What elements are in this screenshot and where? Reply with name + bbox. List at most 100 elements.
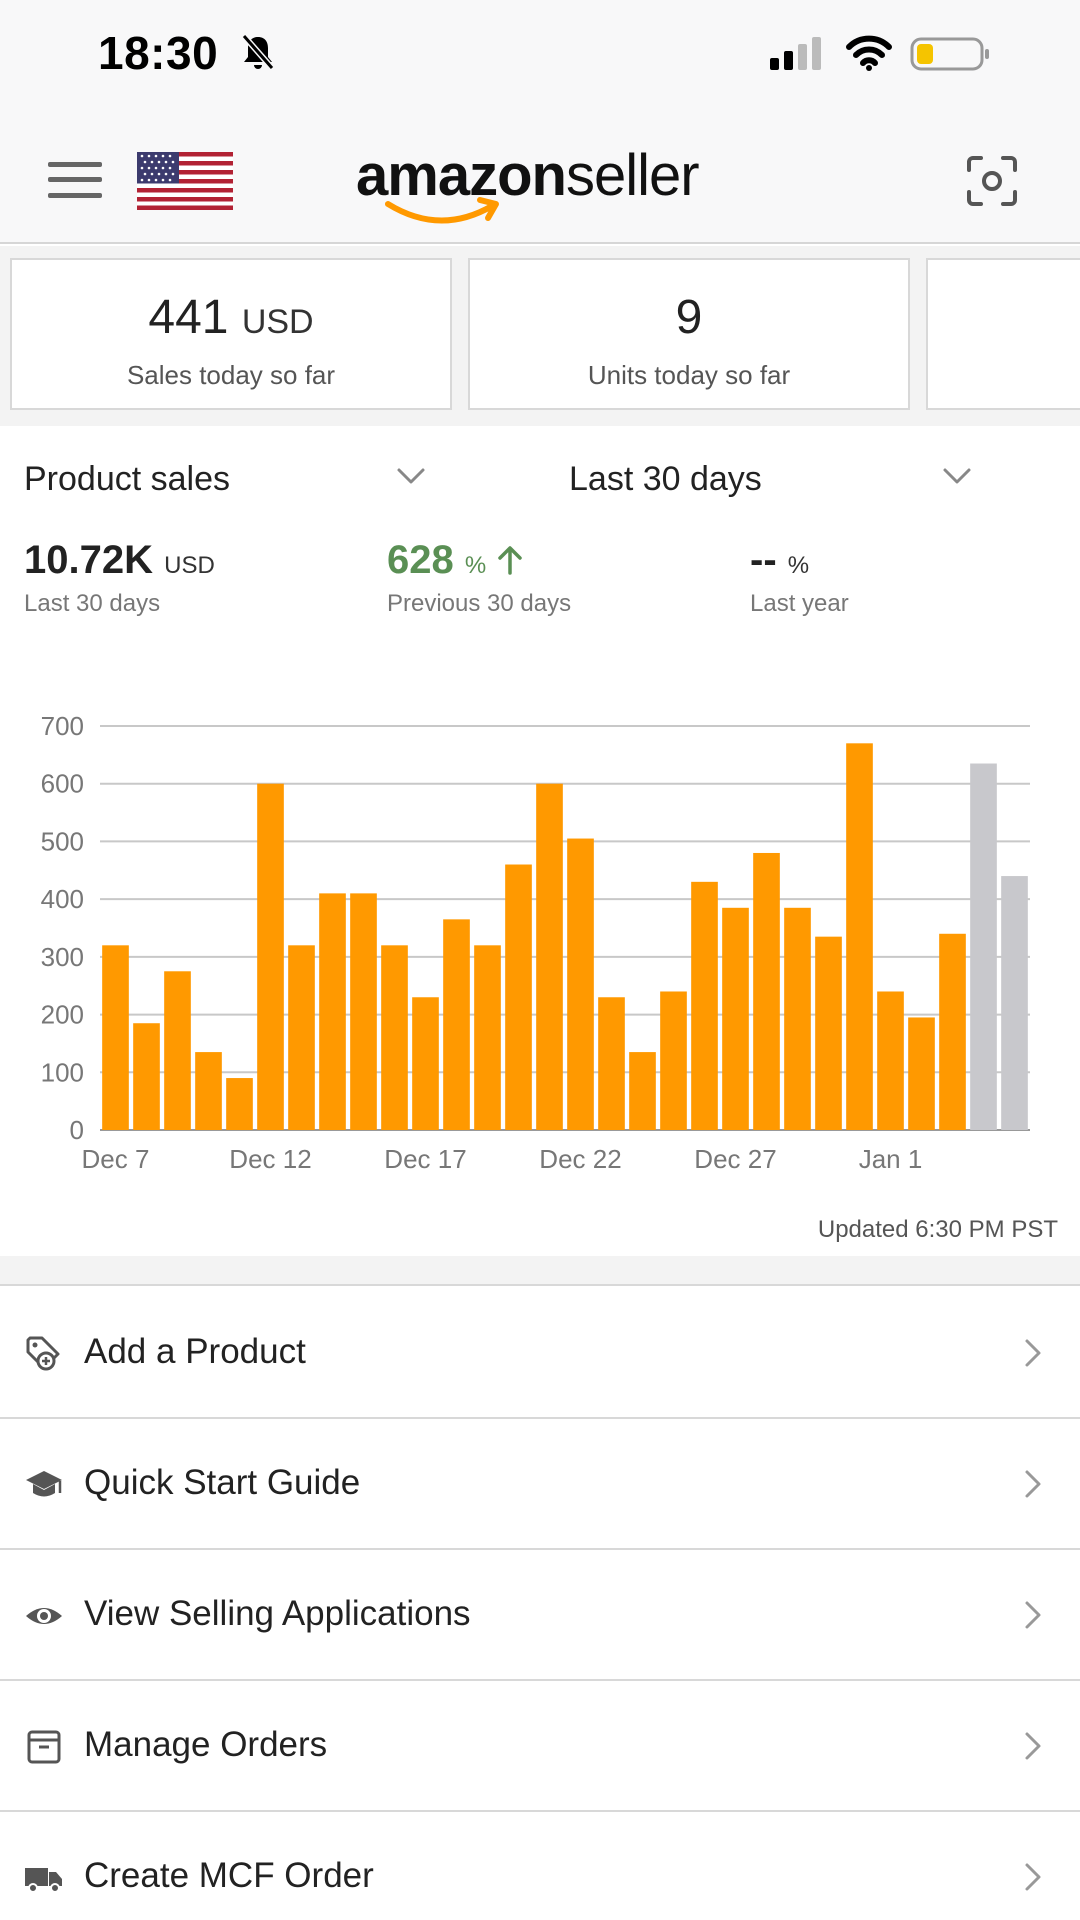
chevron-right-icon [1025,1470,1041,1498]
app-header: amazon seller [0,110,1080,244]
menu-item-manage-orders[interactable]: Manage Orders [0,1681,1080,1812]
stat-total-label: Last 30 days [24,590,161,617]
menu-item-quick-start-guide[interactable]: Quick Start Guide [0,1419,1080,1550]
stat-prev-label: Previous 30 days [387,590,572,617]
stat-total-value: 10.72K USD [24,538,215,583]
y-tick-label: 300 [41,942,84,972]
bar-dec-25[interactable] [660,991,687,1130]
quick-actions-list: Add a Product Quick Start Guide View Sel… [0,1288,1080,1920]
bar-dec-20[interactable] [505,864,532,1130]
bar-dec-30[interactable] [815,936,842,1130]
metric-dropdown[interactable]: Product sales [24,460,230,498]
bar-dec-17[interactable] [412,997,439,1130]
stat-prev-value: 628 % [387,538,523,583]
x-tick-label: Dec 22 [539,1144,621,1174]
tag-add-icon [26,1336,60,1371]
bar-dec-21[interactable] [536,783,563,1130]
bar-dec-12[interactable] [257,783,284,1130]
menu-label: Manage Orders [84,1725,328,1764]
logo-seller-text: seller [566,143,700,208]
metric-sales-label: Sales today so far [126,360,336,390]
chevron-right-icon [1025,1863,1041,1891]
metric-card-units[interactable]: 9 Units today so far [468,258,910,410]
bell-muted-icon [241,34,275,70]
bar-jan-1[interactable] [877,991,904,1130]
y-tick-label: 700 [41,711,84,741]
x-tick-label: Dec 7 [82,1144,150,1174]
logo-amazon-text: amazon [356,143,567,208]
bar-jan-5[interactable] [1001,876,1028,1130]
menu-item-view-selling-applications[interactable]: View Selling Applications [0,1550,1080,1681]
metric-sales-unit: USD [241,303,314,341]
x-tick-label: Dec 12 [229,1144,311,1174]
amazon-seller-logo: amazon seller [356,134,736,244]
bar-dec-13[interactable] [288,945,315,1130]
today-metrics-carousel[interactable]: 441 USD Sales today so far 9 Units today… [0,246,1080,426]
stat-prev-number: 628 [387,538,454,582]
bar-dec-28[interactable] [753,852,780,1130]
stat-lastyear-label: Last year [750,590,849,617]
bar-dec-29[interactable] [784,907,811,1130]
bar-jan-4[interactable] [970,763,997,1130]
chevron-right-icon [1025,1732,1041,1760]
y-tick-label: 0 [70,1115,84,1145]
period-dropdown[interactable]: Last 30 days [569,460,762,498]
bar-dec-11[interactable] [226,1078,253,1130]
graduation-cap-icon [26,1471,62,1497]
stat-total-unit: USD [164,552,215,579]
menu-item-create-mcf-order[interactable]: Create MCF Order [0,1812,1080,1920]
bar-dec-14[interactable] [319,893,346,1130]
status-bar: 18:30 [0,0,1080,110]
bar-dec-22[interactable] [567,838,594,1130]
x-tick-label: Dec 27 [694,1144,776,1174]
bar-jan-2[interactable] [908,1017,935,1130]
chevron-right-icon [1025,1339,1041,1367]
bar-dec-9[interactable] [164,971,191,1130]
stat-total-number: 10.72K [24,538,153,582]
menu-item-add-product[interactable]: Add a Product [0,1288,1080,1419]
metric-units-label: Units today so far [587,360,791,390]
truck-icon [25,1868,62,1893]
bar-dec-10[interactable] [195,1052,222,1130]
cellular-signal-icon [770,37,821,70]
scan-camera-icon[interactable] [965,154,1019,208]
bar-dec-8[interactable] [133,1023,160,1130]
menu-label: Add a Product [84,1332,306,1371]
bar-dec-31[interactable] [846,743,873,1130]
y-tick-label: 400 [41,884,84,914]
y-tick-label: 500 [41,826,84,856]
bar-dec-19[interactable] [474,945,501,1130]
metric-units-value-row: 9 [470,290,908,345]
bar-dec-18[interactable] [443,919,470,1130]
chevron-down-icon[interactable] [942,466,972,486]
bar-dec-23[interactable] [598,997,625,1130]
hamburger-menu-icon[interactable] [48,160,102,200]
bar-jan-3[interactable] [939,933,966,1130]
arrow-up-icon [498,546,523,575]
stat-lastyear-value: -- % [750,538,809,583]
x-tick-label: Dec 17 [384,1144,466,1174]
y-tick-label: 100 [41,1057,84,1087]
menu-label: Create MCF Order [84,1856,374,1895]
amazon-smile-icon [385,197,499,224]
chevron-down-icon[interactable] [396,466,426,486]
menu-label: View Selling Applications [84,1594,471,1633]
metric-card-partial[interactable]: 3 Cu [926,258,1080,410]
metric-partial-value-row: 3 [928,290,1080,345]
menu-label: Quick Start Guide [84,1463,361,1502]
metric-card-sales[interactable]: 441 USD Sales today so far [10,258,452,410]
updated-timestamp: Updated 6:30 PM PST [817,1216,1058,1243]
sales-bar-chart[interactable]: 0 100 200 300 400 500 600 700 Dec 7 Dec 12 Dec 17 D… [0,696,1080,1186]
bar-dec-26[interactable] [691,881,718,1130]
chevron-right-icon [1025,1601,1041,1629]
sales-summary-panel: Product sales Last 30 days 10.72K USD La… [0,426,1080,1256]
bar-dec-7[interactable] [102,945,129,1130]
box-icon [27,1730,61,1764]
us-flag-icon[interactable] [137,152,233,210]
bar-dec-27[interactable] [722,907,749,1130]
x-tick-label: Jan 1 [859,1144,923,1174]
stat-prev-unit: % [464,552,487,579]
bar-dec-16[interactable] [381,945,408,1130]
bar-dec-24[interactable] [629,1052,656,1130]
bar-dec-15[interactable] [350,893,377,1130]
